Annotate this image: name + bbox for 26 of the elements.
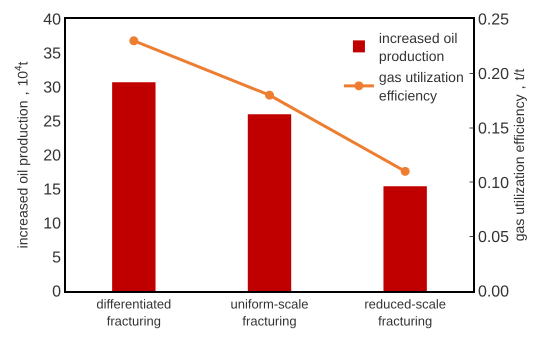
- y-tick-label: 35: [43, 46, 62, 63]
- y2-tick-label: 0.05: [478, 229, 510, 246]
- y-tick-label: 30: [43, 80, 62, 97]
- x-tick-label: uniform-scale fracturing: [230, 296, 309, 328]
- y2-tick-label: 0.25: [478, 12, 510, 29]
- y2-tick-label: 0.10: [478, 174, 510, 192]
- x-tick-label: reduced-scale fracturing: [364, 296, 446, 328]
- y2-tick-label: 0.20: [478, 66, 510, 83]
- bar: [248, 114, 292, 291]
- y2-tick-label: 0.00: [478, 284, 510, 301]
- y-tick-label: 0: [52, 284, 62, 301]
- y-tick-label: 40: [43, 12, 62, 29]
- y2-tick-label: 0.15: [478, 120, 510, 138]
- bar: [112, 82, 156, 291]
- point: [400, 166, 410, 176]
- legend-label: gas utilization efficiency: [378, 69, 464, 104]
- y-tick-label: 15: [43, 182, 62, 199]
- x-tick-label: differentiated fracturing: [96, 296, 172, 328]
- y-tick-label: 10: [43, 216, 62, 233]
- bar: [383, 186, 427, 291]
- y-tick-label: 20: [43, 148, 62, 165]
- point: [265, 90, 274, 100]
- y2-axis-title: gas utilization efficiency，t/t: [511, 68, 528, 242]
- y-tick-label: 25: [43, 114, 62, 131]
- point: [129, 36, 138, 46]
- y-tick-label: 5: [52, 250, 62, 267]
